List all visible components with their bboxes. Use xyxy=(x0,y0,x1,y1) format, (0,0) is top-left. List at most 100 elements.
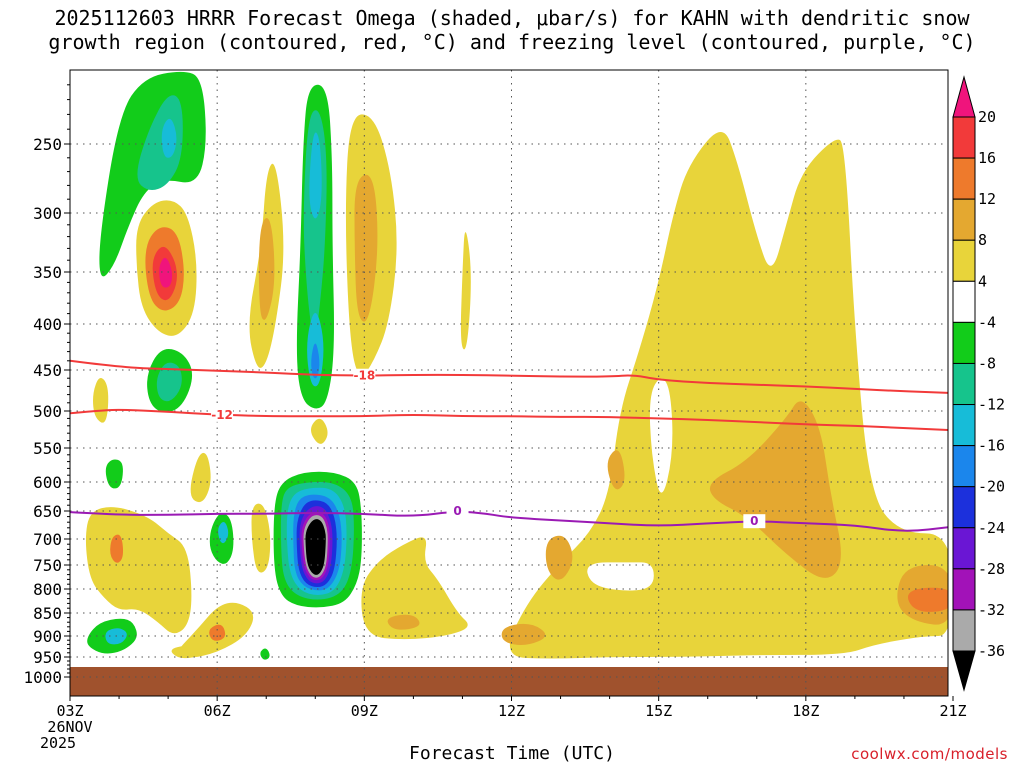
omega-shading xyxy=(85,71,948,660)
shade-yellow-west-mid xyxy=(190,452,211,503)
contour-freezing-level-0 xyxy=(70,510,948,532)
contour-label-dendritic-minus12-0: -12 xyxy=(211,408,233,422)
shade-cyan-8z-upper xyxy=(309,132,322,219)
colorbar-bin-8 xyxy=(952,404,976,447)
ytick-label-900: 900 xyxy=(33,627,62,646)
colorbar-bin-7 xyxy=(952,362,976,406)
ytick-label-950: 950 xyxy=(33,648,62,667)
shade-magenta-350 xyxy=(159,257,173,288)
shade-yellow-11z xyxy=(460,232,471,350)
xtick-label-06Z: 06Z xyxy=(204,702,231,720)
ytick-label-500: 500 xyxy=(33,402,62,421)
colorbar-label-9: -20 xyxy=(978,478,1005,496)
contour-lines: -18 -12 0 0 xyxy=(70,359,948,532)
shade-green-575 xyxy=(105,459,123,489)
colorbar-bottom-arrow xyxy=(952,650,976,692)
colorbar-label-12: -32 xyxy=(978,601,1005,619)
contour-label-bg-dendritic-minus18-0 xyxy=(353,368,376,383)
colorbar-bin-9 xyxy=(952,445,976,488)
chart-title: 2025112603 HRRR Forecast Omega (shaded, … xyxy=(0,6,1024,54)
ytick-label-450: 450 xyxy=(33,361,62,380)
colorbar-label-3: 8 xyxy=(978,231,987,249)
shade-orange-mid xyxy=(387,614,420,630)
shade-orange-east-5 xyxy=(545,535,573,580)
shade-yellow-mid xyxy=(361,537,468,640)
shade-white-hole-1 xyxy=(587,562,654,591)
ytick-label-800: 800 xyxy=(33,580,62,599)
xtick-date: 26NOV xyxy=(47,718,92,736)
ground-layer xyxy=(70,667,948,696)
colorbar-label-2: 12 xyxy=(978,190,996,208)
colorbar-label-13: -36 xyxy=(978,642,1005,660)
shade-orange-east-4 xyxy=(607,450,625,490)
colorbar-label-1: 16 xyxy=(978,149,996,167)
contour-dendritic-minus12 xyxy=(70,408,948,431)
shade-teal-450 xyxy=(156,362,182,402)
contour-label-dendritic-minus18-0: -18 xyxy=(353,369,375,383)
xtick-year: 2025 xyxy=(40,734,76,752)
colorbar-bin-11 xyxy=(952,527,976,570)
colorbar-label-4: 4 xyxy=(978,272,987,290)
contour-dendritic-minus18 xyxy=(70,359,948,394)
colorbar-bin-13 xyxy=(952,609,976,652)
colorbar-top-arrow xyxy=(952,75,976,118)
shade-yellow-area-east xyxy=(509,132,948,659)
ytick-label-700: 700 xyxy=(33,530,62,549)
ytick-label-850: 850 xyxy=(33,604,62,623)
plot-frame xyxy=(69,69,949,697)
xtick-label-09Z: 09Z xyxy=(351,702,378,720)
colorbar-bin-6 xyxy=(952,321,976,364)
ytick-label-750: 750 xyxy=(33,556,62,575)
xtick-label-12Z: 12Z xyxy=(498,702,525,720)
shade-orange-7z xyxy=(258,218,275,320)
shade-black-core xyxy=(305,519,326,575)
ytick-label-550: 550 xyxy=(33,439,62,458)
shade-orange-west-bottom xyxy=(209,624,226,641)
xtick-label-15Z: 15Z xyxy=(645,702,672,720)
colorbar-label-5: -4 xyxy=(978,313,996,331)
shade-orange-east-3 xyxy=(908,587,948,612)
shade-yellow-700-ring xyxy=(251,503,271,573)
colorbar-bin-10 xyxy=(952,486,976,529)
shade-yellow-west-low xyxy=(85,507,192,634)
shade-teal-top xyxy=(137,95,183,191)
xtick-label-03Z: 03Z xyxy=(56,702,83,720)
ytick-label-250: 250 xyxy=(33,135,62,154)
shade-orange-east-1 xyxy=(709,401,841,578)
ytick-label-300: 300 xyxy=(33,204,62,223)
title-line-1: 2025112603 HRRR Forecast Omega (shaded, … xyxy=(54,6,970,30)
colorbar-bin-5 xyxy=(952,280,976,323)
contour-label-bg-dendritic-minus12-0 xyxy=(211,407,234,422)
colorbar: 20 16 12 8 4 -4 -8 -12 -16 -20 -24 -28 -32 -36 xyxy=(952,75,1005,692)
shade-yellow-tip xyxy=(311,418,328,444)
credit-link[interactable]: coolwx.com/models xyxy=(851,745,1008,763)
ytick-label-400: 400 xyxy=(33,315,62,334)
contour-label-freezing-level-0-0: 0 xyxy=(453,504,461,518)
colorbar-bin-1 xyxy=(952,116,976,159)
colorbar-bin-3 xyxy=(952,198,976,241)
ground-bar xyxy=(70,667,948,696)
shade-orange-west-low xyxy=(110,534,124,563)
ytick-label-600: 600 xyxy=(33,473,62,492)
colorbar-label-0: 20 xyxy=(978,108,996,126)
colorbar-bin-2 xyxy=(952,157,976,200)
shade-green-7z-bottom xyxy=(260,648,270,660)
colorbar-bin-12 xyxy=(952,568,976,611)
ytick-label-650: 650 xyxy=(33,502,62,521)
colorbar-label-11: -28 xyxy=(978,560,1005,578)
colorbar-label-6: -8 xyxy=(978,354,996,372)
shade-orange-upper-mid xyxy=(354,174,378,322)
shade-white-hole-2 xyxy=(649,378,673,493)
colorbar-bin-4 xyxy=(952,239,976,282)
xtick-label-18Z: 18Z xyxy=(792,702,819,720)
grid-lines xyxy=(70,70,948,696)
xtick-label-21Z: 21Z xyxy=(939,702,966,720)
y-axis: 250 300 350 400 450 500 550 600 650 700 750 800 850 9… xyxy=(23,84,70,687)
shade-teal-6z xyxy=(218,522,229,544)
contour-label-bg-freezing-level-0-0 xyxy=(446,504,469,518)
ytick-label-350: 350 xyxy=(33,263,62,282)
contour-label-freezing-level-0-1: 0 xyxy=(750,514,758,528)
title-line-2: growth region (contoured, red, °C) and f… xyxy=(48,30,976,54)
